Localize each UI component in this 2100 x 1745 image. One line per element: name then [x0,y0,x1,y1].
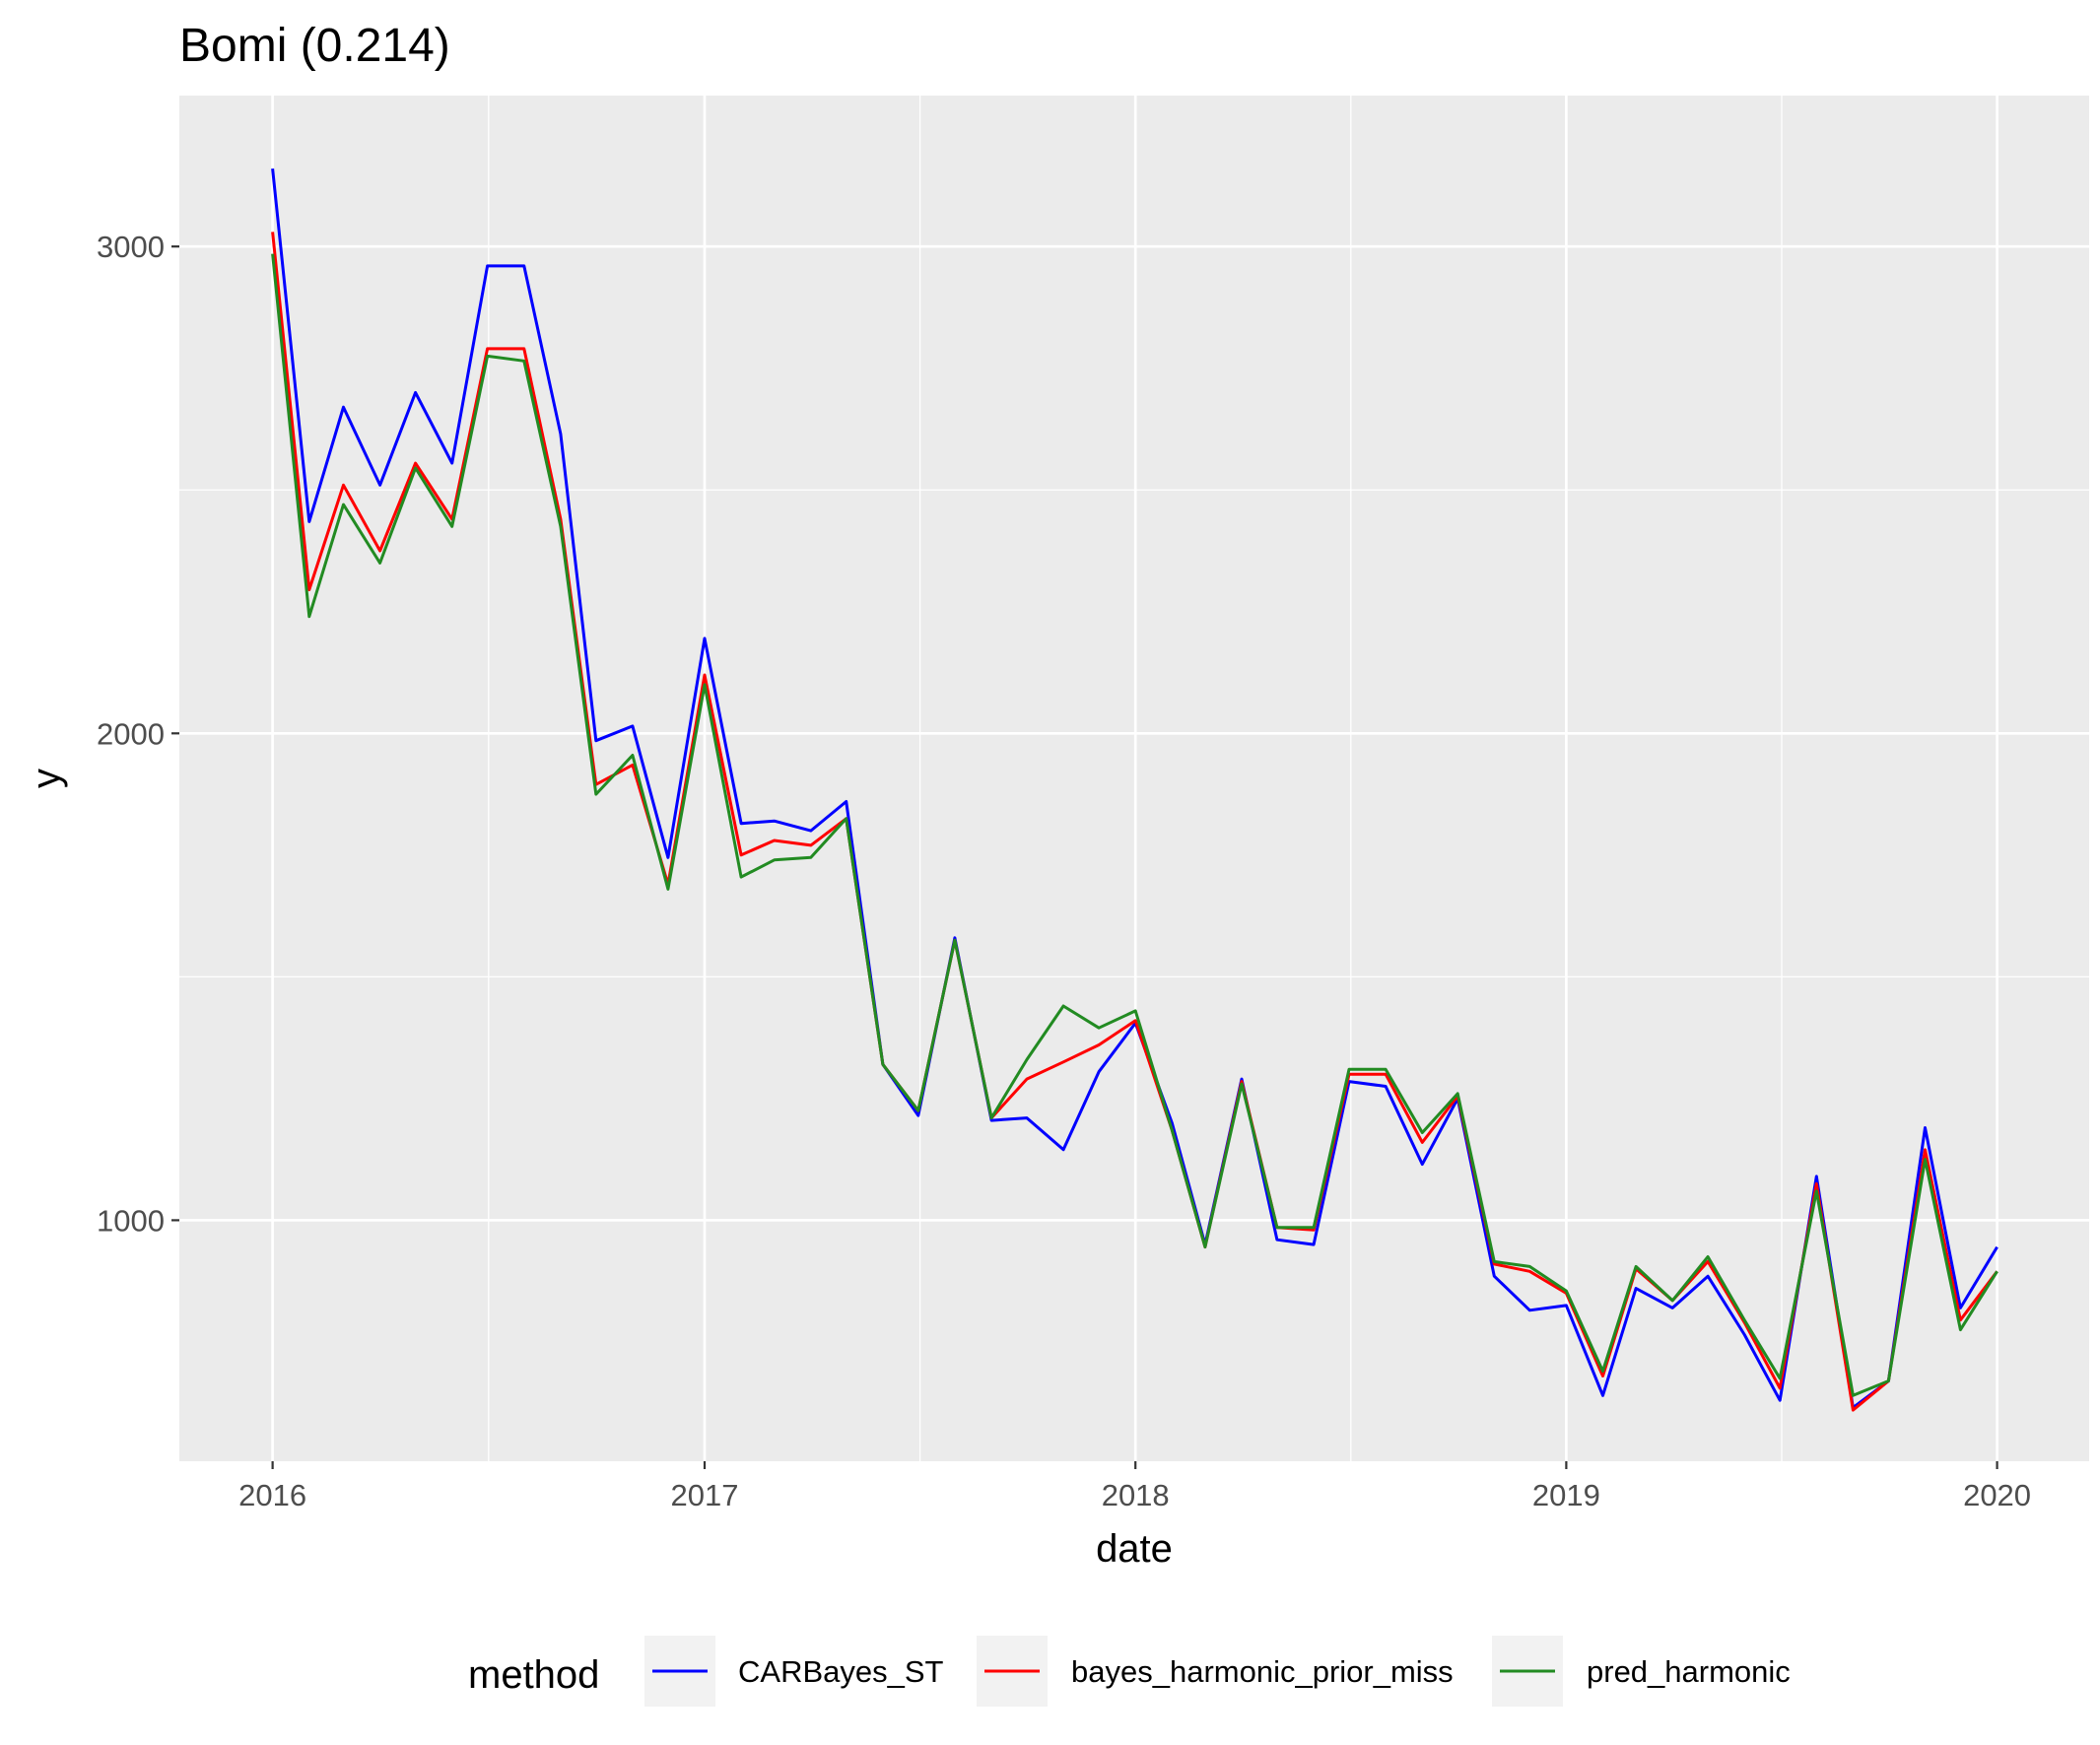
x-tick-label: 2019 [1532,1478,1600,1512]
plot-panel [179,96,2089,1461]
x-axis: 2016 2017 2018 2019 2020 [238,1461,2031,1512]
y-axis-title: y [25,769,68,788]
series-lines [271,168,1998,1412]
x-tick-label: 2017 [671,1478,739,1512]
y-tick-label: 1000 [97,1203,165,1238]
series-line-bayes_harmonic_prior_miss [271,232,1998,1412]
x-tick-label: 2020 [1963,1478,2031,1512]
series-line-pred_harmonic [271,253,1998,1397]
y-axis: 1000 2000 3000 [97,230,179,1238]
y-tick-label: 2000 [97,716,165,751]
legend-label: pred_harmonic [1587,1654,1791,1689]
chart-title: Bomi (0.214) [179,20,450,72]
legend-label: CARBayes_ST [738,1654,944,1689]
x-axis-title: date [1096,1527,1173,1571]
legend: method CARBayes_ST bayes_harmonic_prior_m… [468,1636,1791,1707]
x-tick-label: 2016 [238,1478,306,1512]
legend-items: CARBayes_ST bayes_harmonic_prior_miss pred… [644,1636,1791,1707]
legend-label: bayes_harmonic_prior_miss [1071,1654,1454,1689]
major-gridlines [179,96,2089,1461]
y-tick-label: 3000 [97,230,165,264]
legend-title: method [468,1653,599,1697]
x-tick-label: 2018 [1102,1478,1170,1512]
